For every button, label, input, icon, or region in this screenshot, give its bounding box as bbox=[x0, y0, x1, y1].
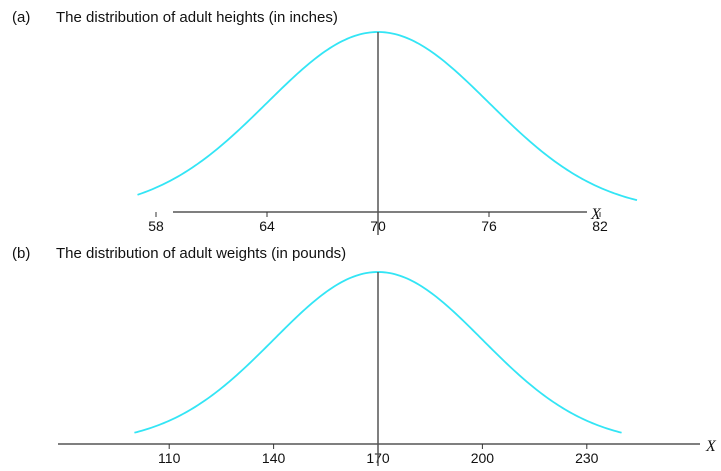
panel-a-tick-label-82: 82 bbox=[592, 218, 608, 234]
panel-b-x-axis-label: X bbox=[705, 438, 717, 455]
panel-a-tick-label-64: 64 bbox=[259, 218, 275, 234]
panel-b-plot: 110 140 170 200 230 bbox=[58, 271, 700, 466]
panel-a: (a) The distribution of adult heights (i… bbox=[12, 9, 638, 235]
panel-b-tick-label-140: 140 bbox=[262, 450, 286, 466]
panel-b-title: The distribution of adult weights (in po… bbox=[56, 245, 346, 262]
panel-a-title: The distribution of adult heights (in in… bbox=[56, 9, 338, 26]
panel-a-label: (a) bbox=[12, 9, 30, 26]
panel-b-tick-label-110: 110 bbox=[158, 450, 181, 466]
panel-a-distribution-curve bbox=[137, 31, 638, 202]
panel-b: (b) The distribution of adult weights (i… bbox=[12, 245, 717, 466]
panel-b-label: (b) bbox=[12, 245, 30, 262]
panel-a-x-axis-label: X bbox=[590, 206, 602, 223]
panel-a-tick-label-76: 76 bbox=[481, 218, 497, 234]
panel-a-plot: 58 64 70 76 82 bbox=[137, 31, 638, 235]
panel-b-tick-label-200: 200 bbox=[471, 450, 495, 466]
panel-a-tick-label-58: 58 bbox=[148, 218, 164, 234]
panel-b-tick-label-230: 230 bbox=[575, 450, 599, 466]
